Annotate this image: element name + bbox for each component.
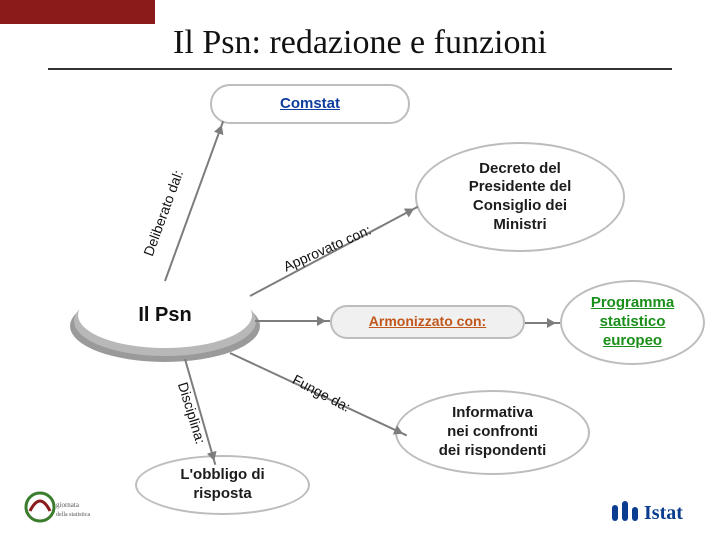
page-title: Il Psn: redazione e funzioni [0,24,720,62]
hub-label: Il Psn [138,304,191,327]
hub-il-psn: Il Psn [78,282,252,348]
node-programma-label: Programma statistico europeo [581,290,684,354]
node-decreto-label: Decreto del Presidente del Consiglio dei… [459,156,582,239]
logo-giornata: giornata della statistica [20,487,90,532]
node-comstat-label: Comstat [270,91,350,118]
edge-label-disciplina: Disciplina: [175,380,209,446]
logo-istat: Istat [610,495,696,532]
node-obbligo-label: L'obbligo di risposta [170,462,274,508]
node-programma: Programma statistico europeo [560,280,705,365]
node-informativa-label: Informativa nei confronti dei rispondent… [429,400,557,464]
arrow-armonizzato-programma [525,322,560,324]
node-decreto: Decreto del Presidente del Consiglio dei… [415,142,625,252]
node-armonizzato: Armonizzato con: [330,305,525,339]
edge-label-approvato: Approvato con: [281,222,374,275]
node-informativa: Informativa nei confronti dei rispondent… [395,390,590,475]
header-accent-bar [0,0,155,24]
svg-text:Istat: Istat [644,502,683,524]
svg-text:della statistica: della statistica [56,512,90,518]
node-armonizzato-label: Armonizzato con: [359,309,496,335]
node-comstat: Comstat [210,84,410,124]
node-obbligo: L'obbligo di risposta [135,455,310,515]
svg-text:giornata: giornata [56,501,80,509]
arrow-armonizzato [255,320,330,322]
title-underline [48,68,672,70]
edge-label-funge: Funge da: [290,371,353,415]
